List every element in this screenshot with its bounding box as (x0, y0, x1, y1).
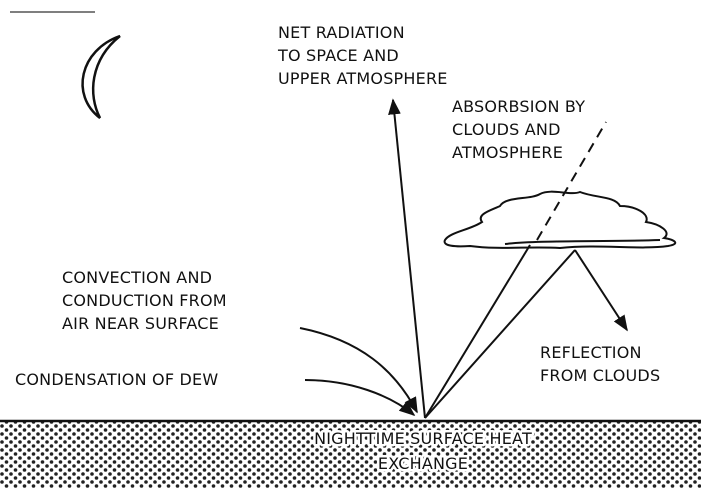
convection-arrow (299, 327, 418, 414)
reflection-arrow (574, 249, 628, 332)
ray-to-cloud (424, 244, 531, 419)
label-reflection: REFLECTION (540, 343, 642, 362)
label-absorbsion: ABSORBSION BY (452, 97, 585, 116)
cloud-base (504, 239, 661, 245)
label-absorbsion: ATMOSPHERE (452, 143, 563, 162)
label-surface: EXCHANGE (378, 454, 468, 473)
label-net-radiation: UPPER ATMOSPHERE (278, 69, 448, 88)
label-convection: AIR NEAR SURFACE (62, 314, 219, 333)
label-absorbsion: CLOUDS AND (452, 120, 561, 139)
ray-to-cloud (424, 249, 576, 419)
ground (0, 422, 701, 488)
label-net-radiation: TO SPACE AND (277, 46, 399, 65)
cloud (443, 190, 677, 250)
absorption-dashed (536, 121, 607, 241)
label-condensation: CONDENSATION OF DEW (15, 370, 218, 389)
moon (81, 34, 121, 119)
label-net-radiation: NET RADIATION (278, 23, 405, 42)
label-convection: CONDUCTION FROM (62, 291, 227, 310)
label-surface: NIGHTTIME SURFACE HEAT (314, 429, 532, 448)
label-convection: CONVECTION AND (62, 268, 212, 287)
condensation-arrow (304, 379, 416, 417)
net-radiation-arrow (388, 98, 426, 419)
label-reflection: FROM CLOUDS (540, 366, 660, 385)
